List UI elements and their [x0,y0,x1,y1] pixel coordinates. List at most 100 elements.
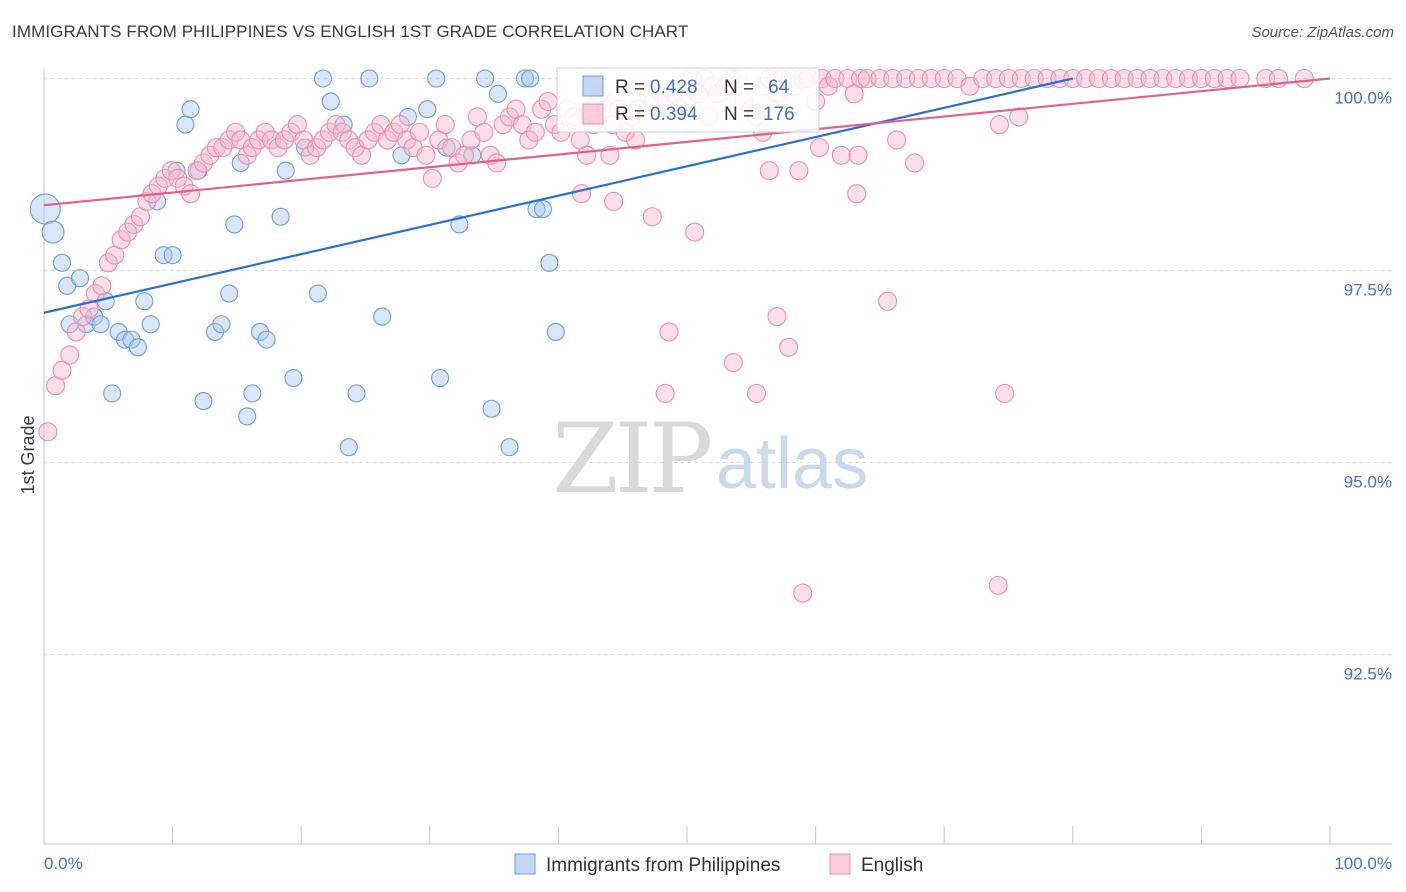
point-pink-174 [878,291,898,311]
scatter-points [29,68,1314,603]
point-blue-43 [347,384,366,403]
point-pink-185 [848,145,868,165]
point-pink-9 [98,253,118,273]
point-blue-63 [546,322,565,341]
point-blue-15 [135,292,154,311]
bottom-legend-label-blue: Immigrants from Philippines [546,855,780,876]
legend-r-label-pink: R = [615,104,645,125]
y-tick-label-0: 100.0% [1334,89,1392,108]
y-tick-label-3: 92.5% [1344,665,1392,684]
point-pink-28 [219,130,239,150]
point-blue-54 [476,69,495,88]
point-blue-61 [533,200,553,219]
point-blue-27 [220,284,239,303]
point-blue-50 [431,368,450,388]
point-blue-58 [515,69,535,88]
point-pink-165 [789,161,809,181]
point-pink-2 [52,360,72,380]
legend-n-value-pink: 176 [763,104,795,125]
watermark-zip: ZIP [552,403,711,515]
point-blue-57 [500,438,519,457]
point-pink-169 [1009,107,1029,127]
point-pink-176 [995,383,1015,403]
point-pink-19 [161,161,181,181]
trend-line-blue [43,77,1074,314]
point-pink-59 [416,145,436,165]
point-pink-71 [493,115,513,135]
point-pink-50 [358,130,378,150]
point-blue-59 [521,69,540,88]
point-pink-163 [685,222,705,242]
point-blue-40 [321,92,340,111]
point-blue-56 [488,84,508,103]
point-pink-5 [73,307,93,327]
point-pink-12 [118,222,138,242]
point-blue-1 [41,220,65,244]
point-pink-41 [300,145,320,165]
point-blue-8 [91,315,110,334]
legend-r-label-blue: R = [615,77,645,98]
point-pink-164 [759,161,779,181]
point-pink-8 [92,276,112,296]
point-pink-7 [85,283,105,304]
point-pink-184 [809,138,830,158]
y-tick-label-1: 97.5% [1344,281,1392,300]
point-blue-16 [141,315,160,334]
point-pink-161 [604,191,624,211]
point-pink-178 [793,583,813,603]
trend-line-pink [43,77,1331,207]
point-blue-14 [128,338,147,357]
point-blue-36 [284,368,303,388]
point-blue-30 [238,407,257,426]
watermark-atlas: atlas [716,424,868,504]
point-blue-10 [103,384,122,403]
point-pink-76 [525,122,545,142]
x-axis-ticks [43,826,1331,844]
point-pink-70 [487,153,507,173]
point-blue-49 [427,69,446,88]
legend-r-value-pink: 0.394 [650,104,698,125]
point-pink-11 [111,230,131,250]
bottom-legend: Immigrants from Philippines English [514,853,923,876]
point-blue-35 [276,161,295,180]
point-pink-160 [571,184,592,204]
point-pink-84 [577,145,597,165]
point-pink-126 [851,68,871,89]
y-axis-label: 1st Grade [18,415,38,494]
point-pink-168 [989,115,1010,135]
point-pink-23 [187,161,207,181]
point-pink-47 [339,130,359,150]
point-blue-44 [360,69,379,88]
point-pink-75 [519,130,539,150]
point-pink-27 [213,138,233,158]
point-blue-45 [373,307,392,326]
point-blue-47 [398,107,417,126]
point-pink-170 [659,322,679,342]
point-pink-22 [181,184,201,204]
legend-r-value-blue: 0.428 [650,77,698,98]
legend-swatch-pink [582,103,604,125]
point-pink-60 [422,168,442,188]
point-pink-77 [532,99,552,119]
point-blue-62 [540,253,559,272]
point-blue-39 [314,69,333,88]
bottom-legend-swatch-blue [514,853,536,875]
point-pink-42 [307,138,327,158]
point-pink-45 [326,115,346,135]
legend-box: R = 0.428 N = 64 R = 0.394 N = 176 [556,67,820,133]
legend-n-label-pink: N = [724,104,754,125]
point-pink-24 [193,153,214,173]
point-pink-186 [887,130,907,150]
point-pink-173 [779,337,799,357]
legend-swatch-blue [582,75,604,97]
point-pink-13 [124,214,144,234]
point-pink-37 [274,130,295,150]
point-blue-32 [250,322,270,341]
legend-n-label-blue: N = [724,77,754,98]
point-pink-32 [242,138,262,158]
point-blue-33 [257,330,276,349]
point-blue-22 [181,100,200,119]
point-blue-5 [70,269,90,288]
bottom-legend-swatch-pink [829,853,851,875]
point-pink-20 [168,168,188,188]
